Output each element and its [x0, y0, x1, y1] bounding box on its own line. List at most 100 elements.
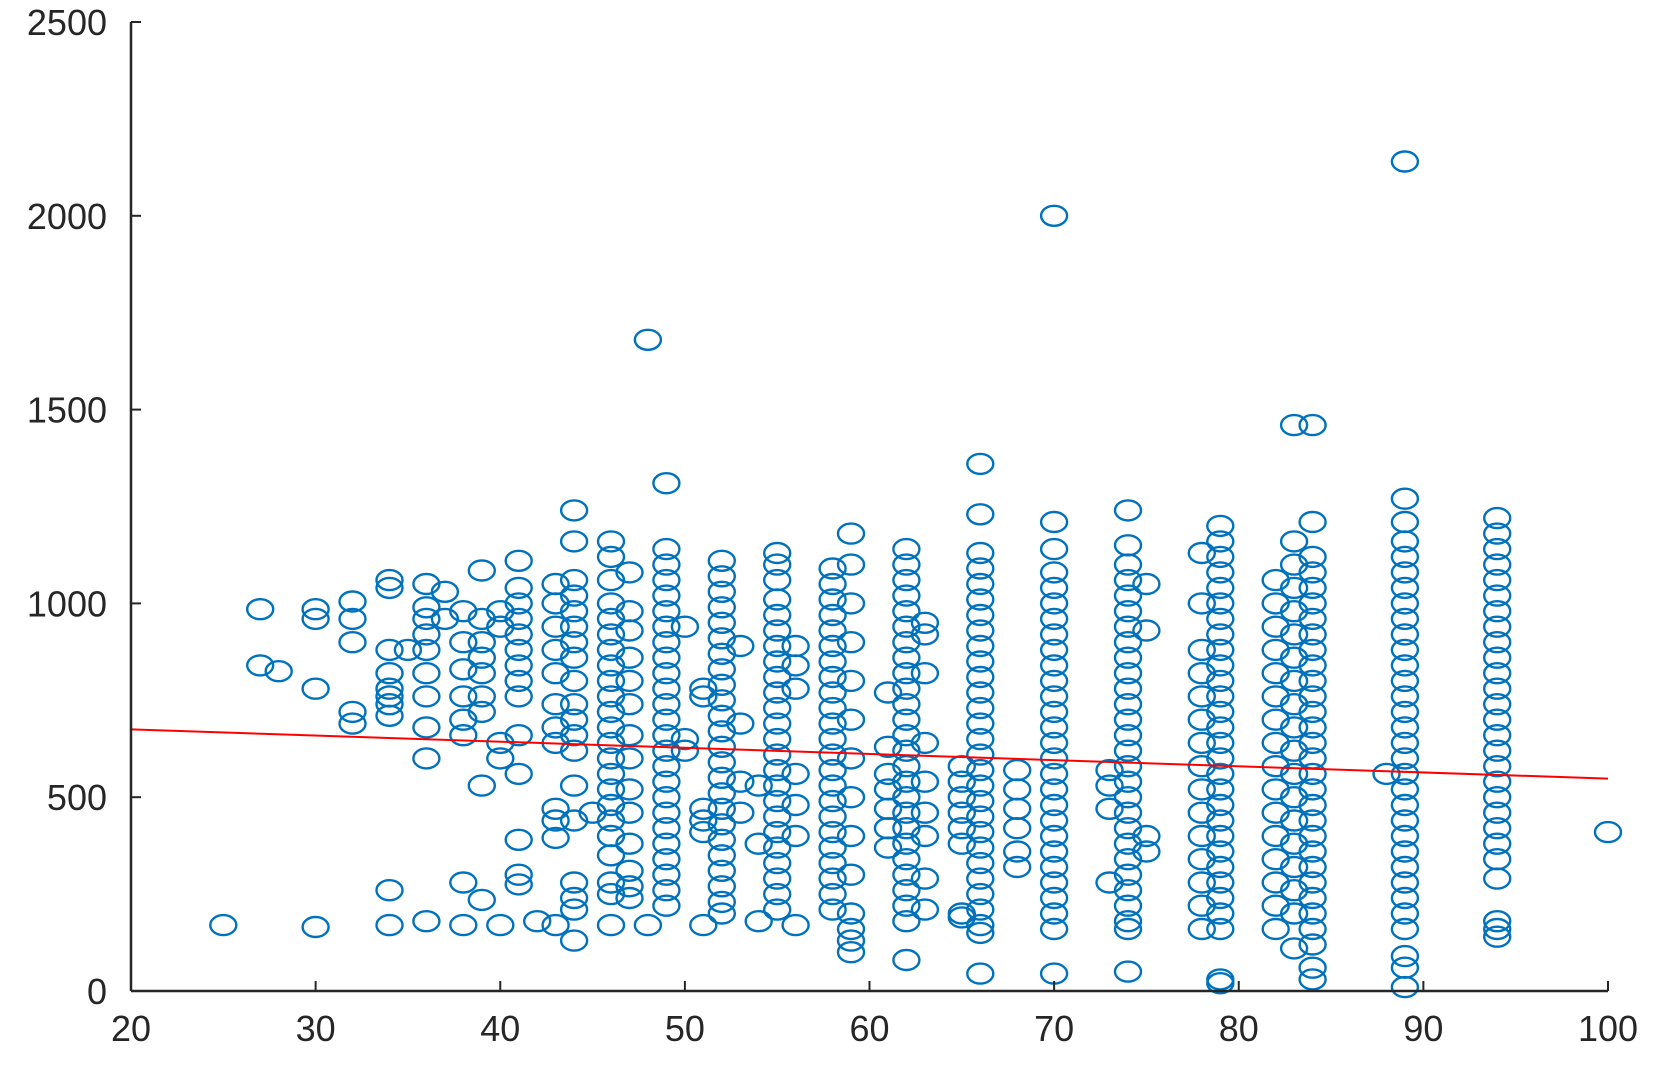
data-point	[966, 588, 995, 611]
data-point	[1187, 638, 1217, 662]
data-point	[910, 867, 940, 890]
data-point	[596, 592, 626, 615]
data-point	[1206, 793, 1235, 817]
data-point	[689, 797, 718, 820]
data-point	[1206, 561, 1235, 584]
data-point	[541, 809, 570, 832]
data-point	[689, 820, 718, 844]
data-point	[1482, 662, 1512, 685]
data-point	[559, 669, 589, 693]
data-point	[246, 654, 275, 677]
data-point	[559, 739, 589, 762]
data-point	[375, 913, 404, 937]
data-point	[559, 631, 589, 654]
data-point	[338, 700, 367, 724]
data-point	[596, 844, 626, 867]
data-point	[412, 747, 441, 770]
data-point	[1206, 716, 1235, 739]
data-point	[818, 867, 847, 890]
data-point	[966, 805, 995, 828]
data-point	[763, 851, 792, 875]
data-point	[449, 631, 478, 654]
data-point	[1039, 700, 1069, 724]
x-tick-label: 40	[480, 1008, 520, 1049]
data-point	[1298, 793, 1327, 817]
data-point	[559, 646, 589, 669]
data-point	[596, 545, 626, 569]
data-point	[486, 747, 515, 770]
data-point	[615, 693, 644, 716]
data-point	[763, 727, 792, 751]
data-point	[1298, 840, 1327, 863]
x-axis-ticks: 20 30 40 50 60 70 80 90 100	[111, 981, 1638, 1049]
data-point	[652, 553, 681, 576]
data-point	[1298, 762, 1327, 786]
data-point	[1261, 894, 1290, 917]
data-point	[1298, 778, 1327, 801]
data-point	[1039, 685, 1069, 708]
data-point	[910, 623, 940, 646]
data-point	[1261, 824, 1290, 848]
data-point	[652, 693, 681, 716]
data-point	[559, 871, 589, 894]
data-point	[1113, 801, 1143, 824]
data-point	[504, 592, 533, 615]
data-point	[726, 712, 755, 735]
y-axis-ticks: 0 500 1000 1500 2000 2500	[27, 2, 141, 1012]
data-point	[412, 716, 441, 739]
data-point	[966, 867, 995, 890]
data-point	[1039, 731, 1069, 755]
data-point	[966, 962, 995, 985]
data-point	[652, 708, 681, 731]
data-point	[1279, 832, 1309, 855]
data-point	[1206, 623, 1235, 646]
data-point	[1039, 607, 1069, 631]
data-point	[652, 600, 681, 623]
data-point	[246, 598, 275, 621]
data-point	[910, 770, 940, 793]
data-point	[1482, 848, 1512, 871]
data-point	[1390, 793, 1420, 817]
data-point	[1279, 855, 1309, 879]
data-point	[652, 863, 681, 886]
data-point	[486, 600, 515, 623]
data-point	[892, 801, 921, 824]
data-point	[947, 817, 976, 840]
data-point	[707, 580, 736, 603]
data-point	[301, 677, 330, 700]
data-point	[1390, 840, 1420, 863]
data-point	[836, 747, 866, 770]
data-point	[559, 600, 589, 623]
data-point	[1261, 731, 1290, 755]
data-point	[430, 607, 460, 631]
data-point	[375, 704, 404, 727]
data-point	[689, 685, 718, 708]
data-point	[707, 766, 736, 789]
data-point	[707, 642, 736, 665]
data-point	[412, 910, 441, 933]
data-point	[504, 576, 533, 600]
data-point	[818, 619, 847, 642]
data-point	[1390, 487, 1420, 510]
data-point	[836, 902, 866, 925]
data-point	[504, 762, 533, 786]
data-point	[504, 638, 533, 662]
data-point	[412, 623, 441, 646]
data-point	[1206, 514, 1235, 538]
axes	[129, 22, 1608, 993]
data-point	[1482, 755, 1512, 778]
data-point	[1390, 638, 1420, 662]
data-point	[1390, 607, 1420, 631]
data-point	[541, 638, 570, 662]
data-point	[836, 917, 866, 941]
data-point	[615, 859, 644, 882]
data-point	[375, 677, 404, 700]
data-point	[1206, 902, 1235, 925]
data-point	[910, 801, 940, 824]
data-point	[1482, 867, 1512, 890]
data-point	[1482, 693, 1512, 716]
data-point	[726, 634, 755, 658]
data-point	[1261, 638, 1290, 662]
data-point	[1003, 840, 1032, 863]
data-point	[836, 941, 866, 964]
